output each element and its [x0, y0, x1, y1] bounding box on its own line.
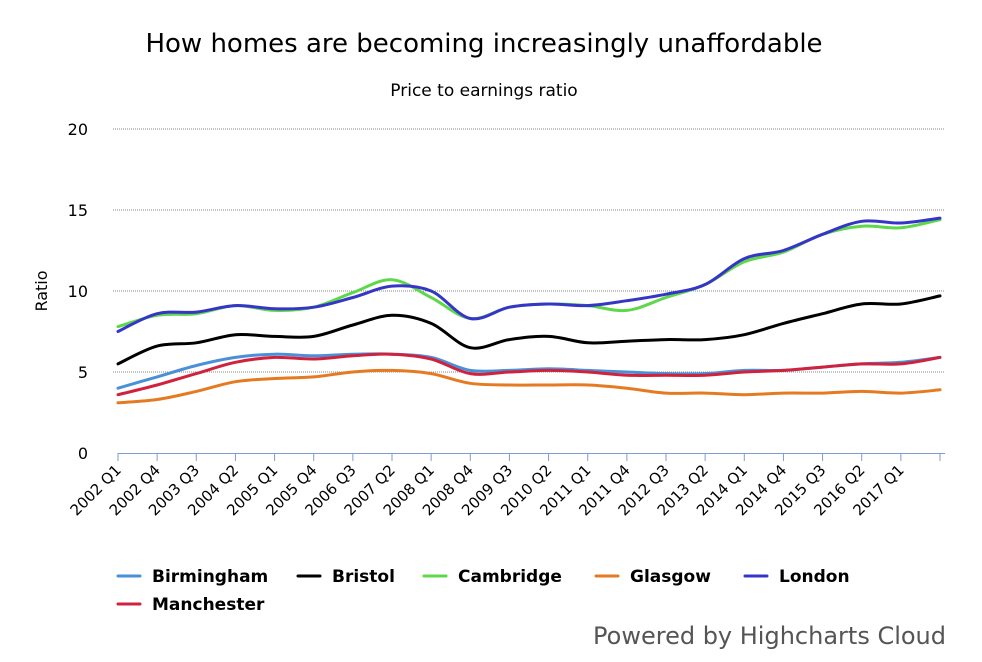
legend-item-london[interactable]: London [743, 567, 850, 587]
series-lines [116, 216, 942, 405]
chart-subtitle: Price to earnings ratio [390, 81, 577, 101]
y-tick-label: 10 [68, 282, 88, 301]
y-tick-label: 15 [68, 201, 88, 220]
y-tick-label: 5 [78, 363, 88, 382]
series-line-manchester[interactable] [116, 352, 942, 397]
series-line-bristol[interactable] [116, 294, 942, 366]
legend-label: Manchester [152, 595, 265, 615]
y-axis-ticks: 0 5 10 15 20 [68, 120, 88, 463]
y-tick-label: 20 [68, 120, 88, 139]
series-line-glasgow[interactable] [116, 368, 942, 405]
legend-item-bristol[interactable]: Bristol [296, 567, 395, 587]
legend-label: Cambridge [458, 567, 562, 587]
legend-item-cambridge[interactable]: Cambridge [422, 567, 562, 587]
legend-label: Birmingham [152, 567, 268, 587]
legend-item-glasgow[interactable]: Glasgow [594, 567, 711, 587]
legend: Birmingham Bristol Cambridge Glasgow London M… [116, 567, 850, 615]
legend-item-manchester[interactable]: Manchester [116, 595, 265, 615]
series-line-london[interactable] [116, 216, 942, 333]
y-axis-label: Ratio [32, 270, 51, 311]
credits-link[interactable]: Powered by Highcharts Cloud [593, 622, 946, 650]
legend-label: Bristol [332, 567, 395, 587]
legend-item-birmingham[interactable]: Birmingham [116, 567, 268, 587]
legend-label: Glasgow [630, 567, 711, 587]
legend-label: London [779, 567, 850, 587]
chart-title: How homes are becoming increasingly unaf… [145, 29, 822, 59]
y-tick-label: 0 [78, 444, 88, 463]
